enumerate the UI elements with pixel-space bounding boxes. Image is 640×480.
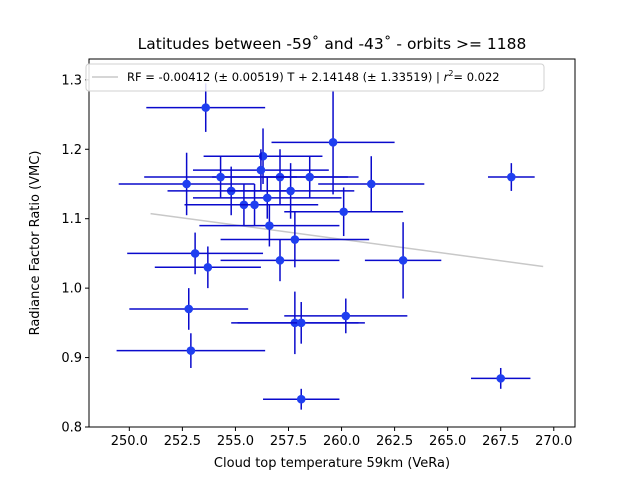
axes: 250.0 252.5 255.0 257.5 260.0 262.5 265.0 267.5… — [61, 58, 576, 449]
data-point-group — [146, 83, 266, 132]
chart-title: Latitudes between -59˚ and -43˚ - orbits… — [138, 35, 527, 53]
x-tick-label: 267.5 — [482, 434, 519, 449]
x-tick-label: 270.0 — [535, 434, 572, 449]
data-point-group — [220, 211, 370, 268]
y-tick-label: 0.9 — [61, 351, 82, 366]
legend-r-symbol: r — [444, 70, 450, 84]
data-point — [398, 256, 408, 265]
legend-r2-value: = 0.022 — [453, 70, 499, 84]
data-point — [286, 186, 295, 196]
y-axis-label: Radiance Factor Ratio (VMC) — [28, 151, 43, 336]
data-point-group — [220, 239, 340, 282]
data-point-group — [192, 149, 329, 191]
legend-r-exponent: 2 — [448, 69, 453, 78]
x-tick-label: 250.0 — [111, 434, 148, 449]
y-tick-label: 0.8 — [61, 421, 82, 436]
data-point — [203, 263, 213, 272]
y-tick-label: 1.2 — [61, 143, 82, 158]
data-point-group — [190, 183, 319, 226]
data-point — [258, 151, 268, 161]
data-point — [275, 256, 285, 265]
data-point-group — [129, 288, 249, 330]
x-tick-label: 255.0 — [217, 434, 254, 449]
data-point — [366, 179, 376, 189]
data-point — [296, 318, 306, 328]
data-point-group — [284, 187, 404, 237]
data-point — [182, 179, 191, 189]
data-point — [201, 103, 211, 112]
data-point-group — [318, 156, 425, 212]
data-point — [186, 346, 196, 355]
legend-box — [85, 63, 545, 92]
data-point — [296, 394, 306, 404]
data-point-group — [192, 177, 342, 219]
data-point — [216, 172, 225, 182]
data-point-group — [116, 333, 266, 368]
data-point-group — [284, 298, 408, 334]
data-point — [341, 311, 351, 321]
data-point-group — [154, 246, 261, 289]
x-tick-label: 260.0 — [323, 434, 360, 449]
data-point-group — [487, 163, 535, 191]
legend: RF = -0.00412 (± 0.00519) T + 2.14148 (±… — [85, 63, 545, 92]
data-point-group — [118, 152, 255, 216]
data-point — [256, 165, 266, 175]
plot-frame — [88, 58, 576, 428]
data-point — [328, 138, 338, 147]
data-point — [339, 207, 348, 217]
x-tick-label: 257.5 — [270, 434, 307, 449]
legend-fit-label: RF = -0.00412 (± 0.00519) T + 2.14148 (±… — [127, 69, 500, 84]
data-point-group — [237, 302, 365, 344]
y-tick-label: 1.0 — [61, 282, 82, 297]
data-point — [290, 235, 300, 244]
data-point — [496, 374, 506, 383]
x-tick-label: 262.5 — [376, 434, 413, 449]
data-point — [250, 200, 259, 210]
x-tick-label: 265.0 — [429, 434, 466, 449]
x-tick-label: 252.5 — [164, 434, 201, 449]
plot-area — [116, 83, 544, 410]
data-point — [190, 249, 200, 258]
legend-fit-equation: RF = -0.00412 (± 0.00519) T + 2.14148 (±… — [127, 70, 444, 84]
data-point — [265, 221, 274, 230]
data-point-group — [263, 388, 340, 410]
x-axis-label: Cloud top temperature 59km (VeRa) — [214, 456, 450, 471]
data-point-group — [226, 163, 355, 219]
data-point — [262, 193, 272, 203]
data-point-group — [364, 222, 442, 299]
y-tick-label: 1.3 — [61, 73, 82, 88]
data-point — [305, 172, 315, 182]
data-point-group — [471, 367, 531, 389]
data-point — [184, 304, 194, 314]
data-point — [507, 172, 516, 182]
y-tick-label: 1.1 — [61, 212, 82, 227]
